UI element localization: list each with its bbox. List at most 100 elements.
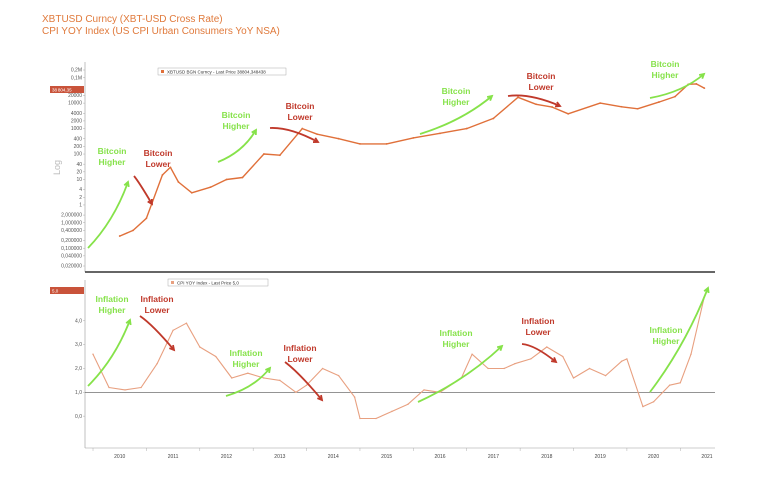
bitcoin-price-point	[161, 174, 164, 176]
bitcoin-price-point	[132, 229, 134, 232]
bitcoin-annotation-arrow	[507, 94, 561, 107]
cpi-yoy-point	[295, 391, 297, 394]
x-tick-label: 2021	[701, 454, 712, 460]
bitcoin-annotation-label: Lower	[145, 159, 171, 169]
bitcoin-y-tick-label: 20000	[68, 93, 82, 99]
chart-title-cpi: CPI YOY Index (US CPI Urban Consumers Yo…	[42, 26, 280, 37]
bitcoin-y-tick-label: 10000	[68, 101, 82, 107]
bitcoin-annotation-label: Bitcoin	[442, 86, 471, 96]
bitcoin-price-point	[674, 95, 676, 98]
cpi-yoy-point	[546, 346, 548, 348]
bitcoin-price-point	[169, 166, 172, 169]
x-tick-label: 2017	[488, 454, 499, 460]
bitcoin-price-point	[301, 127, 304, 130]
cpi-yoy-point	[124, 389, 126, 391]
bitcoin-price-point	[465, 127, 468, 130]
bitcoin-y-tick-label: 0,400000	[61, 228, 82, 234]
cpi-yoy-point	[690, 353, 692, 355]
inflation-annotation-label: Inflation	[229, 348, 262, 358]
cpi-yoy-point	[642, 405, 644, 408]
cpi-value-tag: 5,0	[50, 287, 84, 294]
bitcoin-annotation-arrow	[217, 129, 257, 163]
x-tick-label: 2015	[381, 454, 392, 460]
inflation-annotation-label: Higher	[443, 339, 471, 349]
inflation-annotation-arrow	[87, 319, 131, 387]
bitcoin-value-tag: 38 804,35	[50, 86, 84, 93]
bitcoin-y-tick-label: 1,000000	[61, 220, 82, 226]
cpi-y-tick-label: 3,0	[75, 342, 82, 348]
inflation-annotation-arrowhead	[317, 394, 324, 402]
bitcoin-annotation-arrowhead	[251, 128, 257, 136]
inflation-annotation-arrowhead	[496, 344, 504, 352]
bitcoin-annotation-arrowhead	[123, 180, 130, 188]
bitcoin-annotation-arrow	[87, 181, 129, 249]
bitcoin-price-point	[241, 176, 244, 179]
cpi-y-tick-label: 2,0	[75, 366, 82, 372]
bitcoin-value-tag-text: 38 804,35	[52, 87, 72, 92]
cpi-yoy-point	[514, 362, 516, 365]
cpi-yoy-point	[263, 377, 265, 379]
bitcoin-price-point	[385, 143, 388, 145]
inflation-annotation-label: Inflation	[649, 325, 682, 335]
inflation-annotation-label: Inflation	[521, 316, 554, 326]
bitcoin-annotation-label: Higher	[652, 70, 680, 80]
bitcoin-annotation-arrow	[419, 95, 493, 135]
inflation-annotation-label: Inflation	[140, 294, 173, 304]
x-tick-label: 2016	[434, 454, 445, 460]
inflation-annotation-label: Lower	[144, 305, 170, 315]
bitcoin-annotation-label: Lower	[528, 82, 554, 92]
cpi-yoy-point	[487, 367, 489, 370]
bitcoin-y-tick-label: 400	[74, 136, 83, 142]
bitcoin-price-point	[118, 235, 121, 237]
cpi-yoy-point	[391, 410, 393, 413]
bitcoin-annotation-label: Bitcoin	[651, 59, 680, 69]
bitcoin-y-tick-label: 0,100000	[61, 246, 82, 252]
x-tick-label: 2010	[114, 454, 125, 460]
bitcoin-annotation-arrowhead	[147, 198, 153, 206]
bitcoin-price-point	[703, 87, 706, 90]
inflation-annotation-arrowhead	[125, 318, 132, 326]
inflation-annotation-label: Lower	[525, 327, 551, 337]
bitcoin-y-tick-label: 20	[76, 169, 82, 175]
inflation-annotation-label: Higher	[233, 359, 261, 369]
cpi-yoy-point	[679, 382, 681, 384]
bitcoin-price-point	[225, 178, 228, 181]
inflation-annotation-arrow	[284, 361, 323, 401]
cpi-yoy-point	[572, 377, 575, 379]
inflation-annotation-label: Inflation	[439, 328, 472, 338]
inflation-annotation-arrow	[649, 287, 709, 393]
bitcoin-annotation-label: Lower	[287, 112, 313, 122]
bitcoin-price-point	[567, 112, 570, 115]
bitcoin-price-point	[620, 105, 623, 108]
inflation-annotation-label: Higher	[653, 336, 681, 346]
bitcoin-annotation-label: Bitcoin	[527, 71, 556, 81]
bitcoin-y-tick-label: 2,000000	[61, 213, 82, 219]
bitcoin-y-tick-label: 100	[74, 152, 83, 158]
bitcoin-price-point	[535, 103, 538, 106]
bitcoin-y-tick-label: 2	[79, 195, 82, 201]
cpi-y-tick-label: 0,0	[75, 414, 82, 420]
bitcoin-y-tick-label: 1000	[71, 126, 82, 132]
bitcoin-price-point	[599, 102, 602, 105]
cpi-y-tick-label: 4,0	[75, 318, 82, 324]
bitcoin-y-tick-label: 200	[74, 144, 83, 150]
cpi-yoy-point	[503, 367, 505, 370]
bitcoin-annotation-arrowhead	[312, 137, 320, 143]
x-tick-label: 2018	[541, 454, 552, 460]
bitcoin-price-point	[439, 132, 441, 135]
inflation-annotation-arrow	[521, 343, 557, 363]
bitcoin-y-tick-label: 0,200000	[61, 238, 82, 244]
bitcoin-price-point	[177, 181, 180, 183]
bitcoin-y-tick-label: 0,2M	[71, 68, 82, 74]
cpi-yoy-point	[215, 355, 217, 358]
bitcoin-price-point	[262, 153, 265, 155]
bitcoin-price-point	[337, 137, 340, 140]
cpi-yoy-point	[185, 322, 188, 324]
bitcoin-legend: XBTUSD BGN Curncy - Last Price 38804,348…	[157, 67, 287, 76]
bitcoin-annotation-arrowhead	[554, 101, 562, 108]
